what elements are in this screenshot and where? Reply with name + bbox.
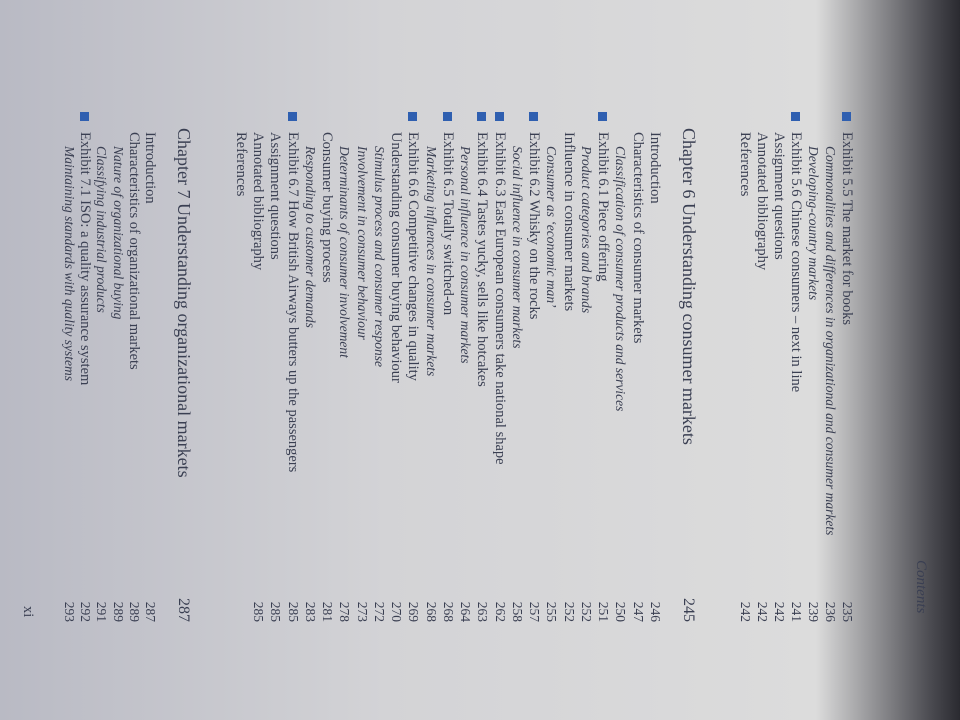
toc-entry: Introduction: [647, 132, 663, 204]
exhibit-bullet: [443, 112, 452, 121]
toc-entry: Classifying industrial products: [94, 146, 110, 313]
toc-entry: Assignment questions: [771, 132, 787, 260]
exhibit-bullet: [598, 112, 608, 121]
toc-entry: Exhibit 5.6 Chinese consumers – next in …: [788, 132, 804, 393]
toc-page: 251: [596, 601, 612, 622]
toc-page: 242: [772, 601, 787, 622]
toc-entry: Understanding consumer buying behaviour: [388, 132, 405, 383]
toc-entry: Involvement in consumer behaviour: [354, 146, 370, 340]
exhibit-bullet: [842, 112, 851, 121]
toc-entry: Product categories and brands: [579, 146, 594, 314]
toc-entry: Exhibit 6.7 How British Airways butters …: [284, 132, 301, 473]
toc-entry: Exhibit 7.1 ISO: a quality assurance sys…: [77, 132, 94, 386]
toc-page: 278: [337, 601, 353, 622]
toc-entry: Personal influence in consumer markets: [458, 146, 474, 364]
toc-page: 235: [840, 601, 855, 622]
toc-page: 272: [372, 601, 387, 622]
toc-entry: Exhibit 6.1 Piece offering: [595, 132, 612, 282]
toc-page: 255: [544, 601, 560, 622]
toc-entry: Exhibit 6.5 Totally switched-on: [440, 132, 456, 316]
toc-entry: Consumer as ‘economic man’: [544, 146, 560, 308]
toc-entry: Characteristics of consumer markets: [629, 132, 646, 344]
toc-page: 291: [94, 601, 110, 622]
toc-entry: References: [233, 132, 249, 197]
toc-entry: Social influence in consumer markets: [510, 146, 525, 349]
toc-page: 289: [110, 601, 126, 622]
toc-entry: Annotated bibliography: [754, 132, 770, 271]
toc-page: 289: [126, 601, 142, 622]
exhibit-bullet: [529, 112, 539, 121]
toc-page: 247: [630, 601, 646, 622]
toc-entry: Classification of consumer products and …: [613, 146, 629, 412]
exhibit-bullet: [494, 112, 504, 121]
toc-page: 263: [475, 601, 491, 622]
toc-page: 281: [320, 601, 336, 622]
toc-page: 252: [561, 601, 577, 622]
toc-page: 292: [78, 601, 94, 622]
toc-page: 264: [458, 601, 474, 622]
exhibit-bullet: [80, 112, 90, 121]
toc-page: 242: [738, 601, 753, 622]
toc-page: 283: [303, 601, 318, 622]
toc-entry: Maintaining standards with quality syste…: [62, 146, 77, 382]
toc-entry: Exhibit 6.4 Tastes yucky, sells like hot…: [474, 132, 491, 387]
toc-page: 246: [648, 601, 663, 622]
chapter-title: Chapter 7 Understanding organizational m…: [174, 128, 194, 478]
toc-entry: Stimulus process and consumer response: [372, 146, 387, 367]
toc-page: 270: [389, 601, 405, 622]
toc-entry: References: [737, 132, 753, 197]
toc-entry: Exhibit 6.6 Competitive changes in quali…: [405, 132, 422, 381]
exhibit-bullet: [408, 112, 418, 121]
toc-page: 268: [441, 601, 456, 622]
running-header: Contents: [913, 560, 929, 614]
toc-page: 269: [406, 601, 422, 622]
toc-page: 285: [285, 601, 301, 622]
toc-entry: Annotated bibliography: [250, 132, 267, 271]
exhibit-bullet: [477, 112, 487, 121]
toc-entry: Developing-country markets: [806, 146, 821, 301]
toc-page: 268: [423, 601, 439, 622]
toc-page: 241: [789, 601, 804, 622]
exhibit-bullet: [287, 112, 297, 121]
toc-page: 239: [806, 601, 821, 622]
exhibit-bullet: [791, 112, 800, 121]
toc-entry: Assignment questions: [267, 132, 284, 260]
toc-entry: Introduction: [142, 132, 158, 204]
toc-page: 262: [492, 601, 508, 622]
toc-page: 293: [62, 601, 77, 622]
toc-page: 257: [527, 601, 543, 622]
toc-page: 242: [755, 601, 770, 622]
toc-page: 273: [354, 601, 370, 622]
toc-page: 258: [510, 601, 525, 622]
toc-entry: Characteristics of organizational market…: [125, 132, 142, 370]
toc-entry: Influence in consumer markets: [560, 132, 577, 312]
toc-page: 285: [268, 601, 284, 622]
toc-page: 252: [579, 601, 594, 622]
toc-entry: Exhibit 6.3 East European consumers take…: [491, 132, 508, 465]
toc-entry: Consumer buying process: [319, 132, 336, 283]
chapter-page: 245: [680, 598, 697, 622]
toc-entry: Commonalities and differences in organiz…: [823, 146, 838, 536]
toc-page: 285: [251, 601, 267, 622]
toc-entry: Nature of organizational buying: [110, 146, 126, 320]
folio: xi: [20, 606, 36, 618]
chapter-page: 287: [175, 598, 192, 622]
toc-page: 250: [613, 601, 629, 622]
toc-entry: Determinants of consumer involvement: [337, 146, 353, 358]
toc-entry: Exhibit 5.5 The market for books: [839, 132, 855, 326]
toc-page: 287: [143, 601, 158, 622]
toc-entry: Marketing influences in consumer markets: [423, 146, 439, 377]
toc-entry: Responding to customer demands: [303, 146, 318, 328]
toc-entry: Exhibit 6.2 Whisky on the rocks: [526, 132, 543, 320]
chapter-title: Chapter 6 Understanding consumer markets: [679, 128, 699, 445]
toc-page: 236: [823, 601, 838, 622]
